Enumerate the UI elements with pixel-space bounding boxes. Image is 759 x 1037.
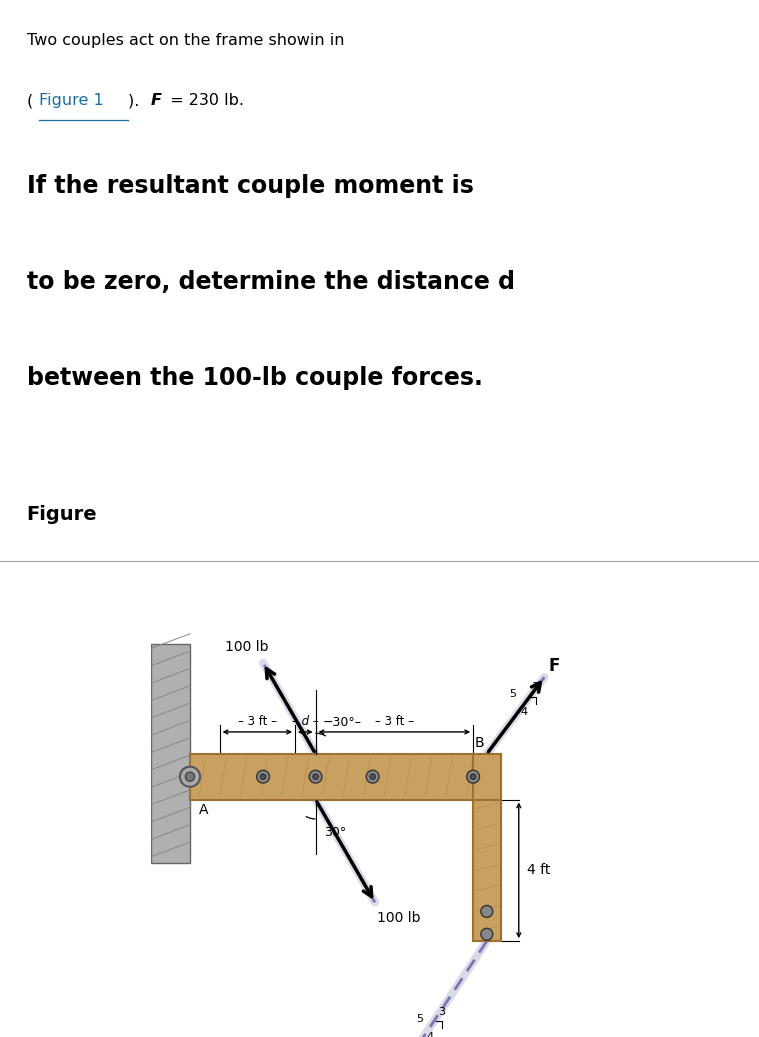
Circle shape	[257, 770, 269, 783]
Text: ).: ).	[128, 93, 144, 108]
Circle shape	[185, 773, 194, 781]
Text: 5: 5	[416, 1014, 423, 1025]
Text: 3: 3	[438, 1007, 445, 1017]
Bar	[190, 754, 500, 800]
Circle shape	[471, 774, 476, 780]
Text: F: F	[548, 656, 559, 675]
Circle shape	[309, 770, 322, 783]
Text: – d –: – d –	[292, 716, 319, 728]
Text: −30°–: −30°–	[323, 717, 361, 729]
Text: 100 lb: 100 lb	[225, 640, 269, 653]
Text: Figure: Figure	[27, 504, 97, 524]
Circle shape	[313, 774, 318, 780]
Circle shape	[467, 770, 480, 783]
Text: 4: 4	[427, 1032, 433, 1037]
Circle shape	[481, 905, 493, 918]
Text: 100 lb: 100 lb	[377, 910, 420, 925]
Text: 30°: 30°	[324, 826, 346, 839]
Bar	[151, 644, 190, 864]
Circle shape	[370, 774, 376, 780]
Text: 3: 3	[531, 681, 539, 692]
Text: If the resultant couple moment is: If the resultant couple moment is	[27, 174, 474, 198]
Text: between the 100-lb couple forces.: between the 100-lb couple forces.	[27, 366, 483, 390]
Bar	[473, 800, 500, 942]
Text: F: F	[150, 93, 161, 108]
Text: to be zero, determine the distance d: to be zero, determine the distance d	[27, 270, 515, 295]
Text: B: B	[474, 736, 484, 750]
Text: Two couples act on the frame showin in: Two couples act on the frame showin in	[27, 33, 344, 48]
Text: 5: 5	[509, 689, 517, 699]
Circle shape	[481, 928, 493, 941]
Circle shape	[180, 766, 200, 787]
Text: 4 ft: 4 ft	[527, 864, 550, 877]
Text: (: (	[27, 93, 33, 108]
Text: Figure 1: Figure 1	[39, 93, 104, 108]
Text: – 3 ft –: – 3 ft –	[375, 716, 414, 728]
Text: = 230 lb.: = 230 lb.	[165, 93, 244, 108]
Bar	[473, 754, 500, 800]
Circle shape	[260, 774, 266, 780]
Text: A: A	[199, 804, 209, 817]
Text: – 3 ft –: – 3 ft –	[238, 716, 277, 728]
Text: 4: 4	[520, 707, 528, 718]
Circle shape	[367, 770, 379, 783]
